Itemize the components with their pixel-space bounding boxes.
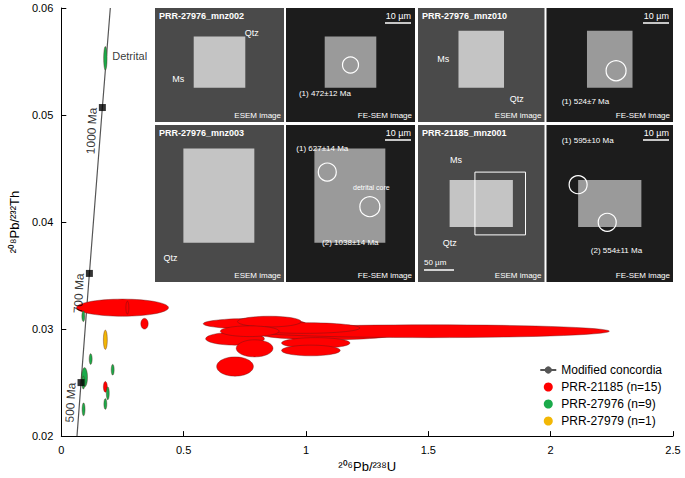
svg-text:FE-SEM image: FE-SEM image bbox=[616, 271, 671, 280]
svg-text:PRR-27979 (n=1): PRR-27979 (n=1) bbox=[561, 414, 655, 428]
svg-text:FE-SEM image: FE-SEM image bbox=[358, 271, 413, 280]
svg-text:Qtz: Qtz bbox=[443, 238, 458, 248]
svg-text:detrital core: detrital core bbox=[353, 184, 390, 191]
svg-text:0.06: 0.06 bbox=[32, 2, 53, 14]
svg-text:(1) 627±14 Ma: (1) 627±14 Ma bbox=[296, 144, 349, 153]
svg-text:500 Ma: 500 Ma bbox=[62, 382, 78, 423]
svg-text:50 µm: 50 µm bbox=[424, 258, 447, 267]
svg-text:Ms: Ms bbox=[172, 74, 184, 84]
svg-text:PRR-21185_mnz001: PRR-21185_mnz001 bbox=[422, 128, 507, 138]
svg-text:10 µm: 10 µm bbox=[644, 11, 669, 21]
svg-text:(2) 554±11 Ma: (2) 554±11 Ma bbox=[591, 246, 643, 255]
svg-text:0.05: 0.05 bbox=[32, 109, 53, 121]
svg-text:Qtz: Qtz bbox=[245, 28, 260, 38]
svg-text:1000 Ma: 1000 Ma bbox=[83, 107, 99, 155]
svg-text:0.5: 0.5 bbox=[176, 444, 191, 456]
svg-text:ESEM image: ESEM image bbox=[234, 271, 281, 280]
svg-text:0.02: 0.02 bbox=[32, 430, 53, 442]
svg-text:(2) 1038±14 Ma: (2) 1038±14 Ma bbox=[322, 238, 379, 247]
svg-text:PRR-27976_mnz002: PRR-27976_mnz002 bbox=[159, 11, 244, 21]
svg-text:2.5: 2.5 bbox=[665, 444, 680, 456]
svg-text:0: 0 bbox=[58, 444, 64, 456]
svg-text:Qtz: Qtz bbox=[510, 94, 525, 104]
svg-text:PRR-27976 (n=9): PRR-27976 (n=9) bbox=[561, 397, 655, 411]
svg-text:10 µm: 10 µm bbox=[386, 128, 411, 138]
svg-text:(1) 472±12 Ma: (1) 472±12 Ma bbox=[299, 89, 352, 98]
svg-text:²⁰⁸Pb/²³²Th: ²⁰⁸Pb/²³²Th bbox=[7, 191, 22, 253]
svg-text:FE-SEM image: FE-SEM image bbox=[358, 111, 413, 120]
svg-text:Modified concordia: Modified concordia bbox=[561, 363, 662, 377]
svg-text:2: 2 bbox=[548, 444, 554, 456]
svg-text:700 Ma: 700 Ma bbox=[71, 273, 87, 314]
svg-text:1: 1 bbox=[303, 444, 309, 456]
svg-text:0.04: 0.04 bbox=[32, 216, 53, 228]
svg-text:10 µm: 10 µm bbox=[386, 11, 411, 21]
svg-text:10 µm: 10 µm bbox=[644, 128, 669, 138]
svg-text:²⁰⁶Pb/²³⁸U: ²⁰⁶Pb/²³⁸U bbox=[338, 459, 396, 474]
svg-text:(1) 524±7 Ma: (1) 524±7 Ma bbox=[562, 97, 610, 106]
svg-text:PRR-27976_mnz003: PRR-27976_mnz003 bbox=[159, 128, 244, 138]
svg-text:0.03: 0.03 bbox=[32, 323, 53, 335]
svg-text:Ms: Ms bbox=[437, 54, 449, 64]
svg-text:ESEM image: ESEM image bbox=[495, 111, 542, 120]
svg-text:Ms: Ms bbox=[450, 155, 462, 165]
svg-text:(1) 595±10 Ma: (1) 595±10 Ma bbox=[562, 136, 615, 145]
svg-text:PRR-21185 (n=15): PRR-21185 (n=15) bbox=[561, 380, 661, 394]
svg-text:1.5: 1.5 bbox=[421, 444, 436, 456]
svg-text:FE-SEM image: FE-SEM image bbox=[616, 111, 671, 120]
svg-text:ESEM image: ESEM image bbox=[234, 111, 281, 120]
svg-text:ESEM image: ESEM image bbox=[495, 271, 542, 280]
svg-text:PRR-27976_mnz010: PRR-27976_mnz010 bbox=[422, 11, 507, 21]
svg-text:Qtz: Qtz bbox=[163, 253, 178, 263]
svg-text:Detrital: Detrital bbox=[112, 50, 147, 62]
